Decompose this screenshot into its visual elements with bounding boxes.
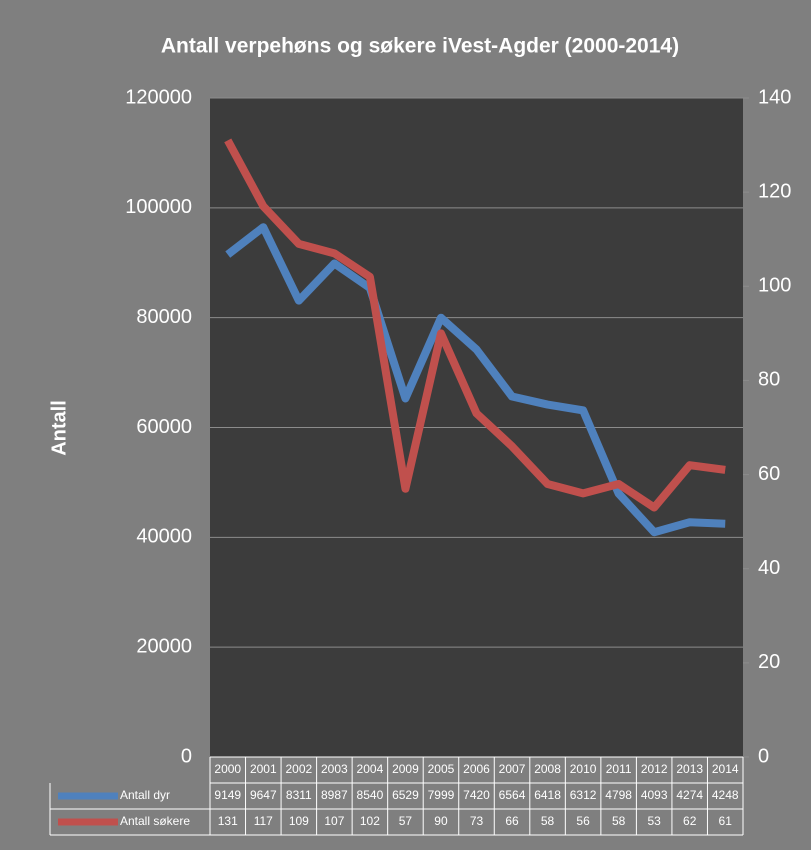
series-line bbox=[224, 138, 726, 512]
data-label: 4798 bbox=[605, 788, 632, 802]
chart-title: Antall verpehøns og søkere iVest-Agder (… bbox=[161, 35, 679, 58]
x-tick-label: 2013 bbox=[676, 762, 703, 776]
y-tick-label: 80000 bbox=[136, 306, 192, 328]
data-label: 109 bbox=[289, 814, 309, 828]
data-label: 6564 bbox=[499, 788, 526, 802]
data-label: 66 bbox=[505, 814, 519, 828]
legend-label: Antall dyr bbox=[120, 788, 170, 802]
y-tick-label: 0 bbox=[181, 745, 192, 767]
y2-tick-label: 100 bbox=[758, 275, 791, 297]
x-tick-label: 2002 bbox=[285, 762, 312, 776]
x-tick-label: 2000 bbox=[214, 762, 241, 776]
x-tick-label: 2005 bbox=[428, 762, 455, 776]
y-tick-label: 60000 bbox=[136, 416, 192, 438]
y2-tick-label: 140 bbox=[758, 86, 791, 108]
y2-tick-label: 40 bbox=[758, 557, 780, 579]
y-tick-label: 20000 bbox=[136, 635, 192, 657]
y-axis-label: Antall bbox=[48, 400, 70, 456]
y2-tick-label: 20 bbox=[758, 651, 780, 673]
data-label: 57 bbox=[399, 814, 413, 828]
y2-tick-label: 80 bbox=[758, 369, 780, 391]
data-label: 61 bbox=[719, 814, 733, 828]
y2-tick-label: 60 bbox=[758, 463, 780, 485]
data-label: 6529 bbox=[392, 788, 419, 802]
x-tick-label: 2008 bbox=[534, 762, 561, 776]
data-label: 102 bbox=[360, 814, 380, 828]
data-label: 4274 bbox=[676, 788, 703, 802]
data-label: 131 bbox=[218, 814, 238, 828]
data-label: 90 bbox=[434, 814, 448, 828]
x-tick-label: 2003 bbox=[321, 762, 348, 776]
legend-label: Antall søkere bbox=[120, 814, 190, 828]
x-tick-label: 2001 bbox=[250, 762, 277, 776]
data-label: 8987 bbox=[321, 788, 348, 802]
data-label: 6312 bbox=[570, 788, 597, 802]
data-label: 9149 bbox=[214, 788, 241, 802]
data-label: 6418 bbox=[534, 788, 561, 802]
data-label: 7999 bbox=[428, 788, 455, 802]
data-label: 8311 bbox=[286, 788, 312, 802]
data-label: 107 bbox=[324, 814, 344, 828]
series-line bbox=[225, 223, 726, 537]
data-label: 58 bbox=[541, 814, 555, 828]
x-tick-label: 2007 bbox=[499, 762, 526, 776]
y-tick-label: 100000 bbox=[125, 196, 192, 218]
x-tick-label: 2009 bbox=[392, 762, 419, 776]
data-label: 117 bbox=[254, 814, 273, 828]
y-tick-label: 120000 bbox=[125, 86, 192, 108]
data-label: 7420 bbox=[463, 788, 490, 802]
x-tick-label: 2012 bbox=[641, 762, 668, 776]
x-tick-label: 2004 bbox=[357, 762, 384, 776]
y-tick-label: 40000 bbox=[136, 526, 192, 548]
data-label: 53 bbox=[647, 814, 661, 828]
data-label: 4248 bbox=[712, 788, 739, 802]
data-label: 73 bbox=[470, 814, 484, 828]
data-label: 4093 bbox=[641, 788, 668, 802]
x-tick-label: 2014 bbox=[712, 762, 739, 776]
x-tick-label: 2011 bbox=[606, 762, 632, 776]
data-label: 56 bbox=[576, 814, 590, 828]
x-tick-label: 2010 bbox=[570, 762, 597, 776]
data-label: 8540 bbox=[357, 788, 384, 802]
y2-tick-label: 0 bbox=[758, 745, 769, 767]
y2-tick-label: 120 bbox=[758, 180, 791, 202]
data-label: 62 bbox=[683, 814, 697, 828]
x-tick-label: 2006 bbox=[463, 762, 490, 776]
data-label: 58 bbox=[612, 814, 626, 828]
data-label: 9647 bbox=[250, 788, 277, 802]
